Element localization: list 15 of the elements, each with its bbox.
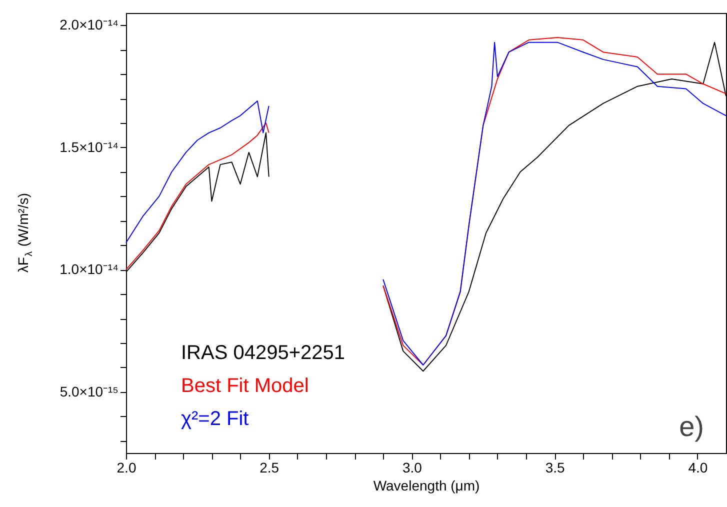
- x-tick-label: 2.0: [116, 460, 136, 476]
- y-tick-label: 5.0×10⁻¹⁵: [60, 383, 118, 400]
- annotation: e): [679, 411, 704, 442]
- text: Best Fit Model: [181, 375, 309, 397]
- text: χ²=2 Fit: [181, 408, 250, 430]
- y-tick-label: 2.0×10⁻¹⁴: [60, 16, 118, 33]
- x-tick-label: 2.5: [260, 460, 280, 476]
- y-tick-label: 1.0×10⁻¹⁴: [60, 261, 118, 278]
- text: IRAS 04295+2251: [181, 342, 346, 364]
- x-tick-label: 3.5: [545, 460, 566, 476]
- y-axis-title: λFλ (W/m²/s): [15, 192, 35, 273]
- x-tick-label: 4.0: [688, 460, 708, 476]
- x-tick-label: 3.0: [402, 460, 422, 476]
- y-tick-label: 1.5×10⁻¹⁴: [60, 138, 118, 155]
- x-axis-title: Wavelength (μm): [373, 478, 480, 494]
